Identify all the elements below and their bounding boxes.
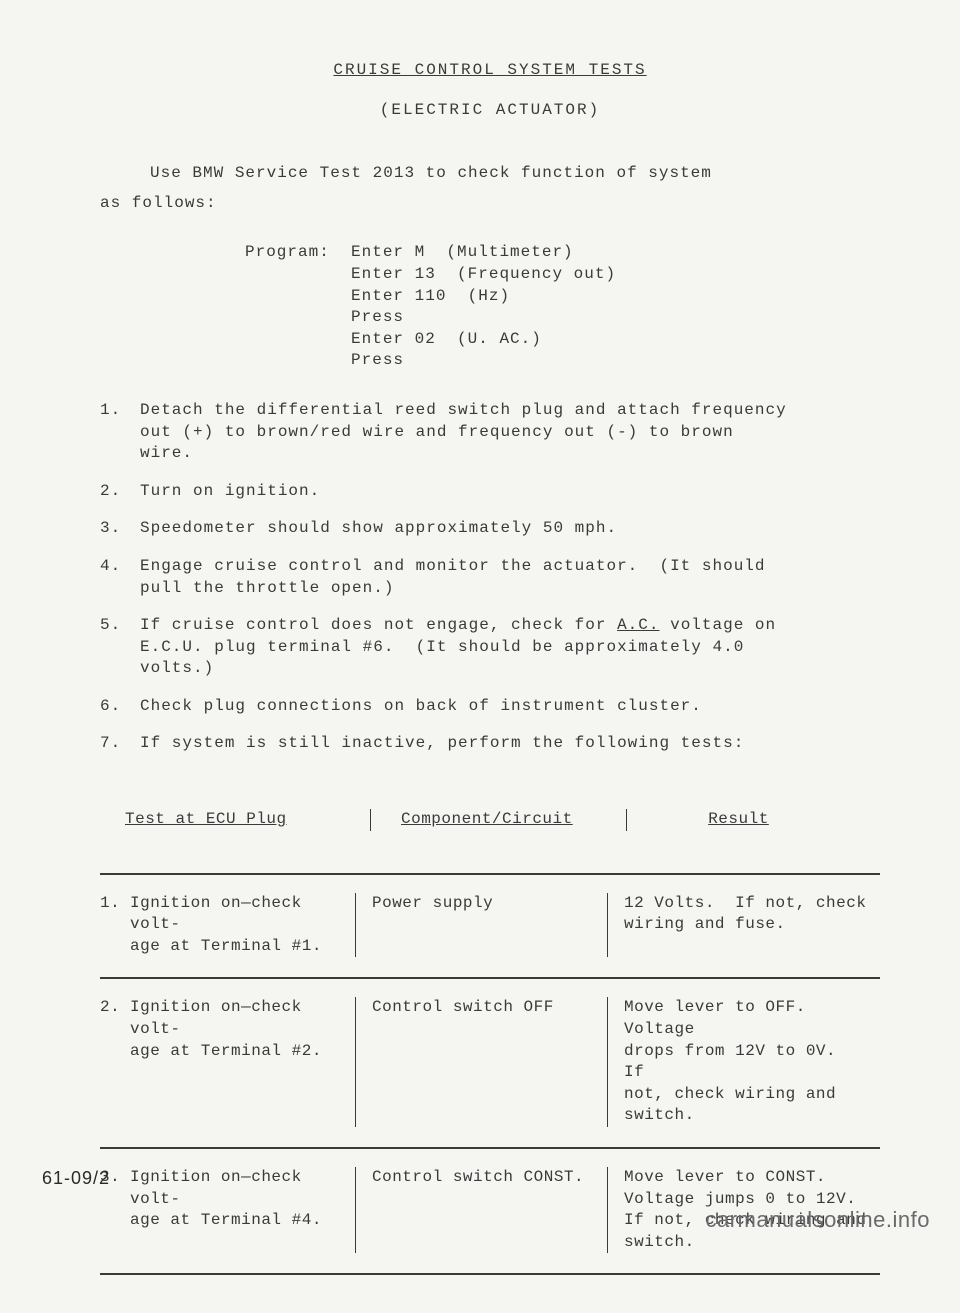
step-number: 6. [100,696,140,718]
row-result: Move lever to OFF. Voltage drops from 12… [608,997,880,1127]
table-header-result: Result [627,809,880,831]
row-result: 12 Volts. If not, check wiring and fuse. [608,893,880,958]
program-instructions: Program: Enter M (Multimeter) Enter 13 (… [100,242,880,372]
table-header-component: Component/Circuit [371,809,627,831]
step-number: 1. [100,400,140,465]
row-test: Ignition on—check volt- age at Terminal … [130,997,356,1127]
step-text: If cruise control does not engage, check… [140,615,880,680]
ac-underline: A.C. [617,616,659,634]
intro-line1: Use BMW Service Test 2013 to check funct… [100,163,880,185]
row-test: Ignition on—check volt- age at Terminal … [130,893,356,958]
page-subtitle: (ELECTRIC ACTUATOR) [100,100,880,122]
table-header-row: Test at ECU Plug Component/Circuit Resul… [100,809,880,875]
row-component: Control switch CONST. [356,1167,608,1253]
step-item: 6. Check plug connections on back of ins… [100,696,880,718]
table-header-test: Test at ECU Plug [100,809,371,831]
row-component: Power supply [356,893,608,958]
row-component: Control switch OFF [356,997,608,1127]
step-number: 4. [100,556,140,599]
step-number: 5. [100,615,140,680]
table-row: 1. Ignition on—check volt- age at Termin… [100,893,880,980]
steps-list: 1. Detach the differential reed switch p… [100,400,880,755]
watermark: carmanualsonline.info [705,1207,930,1233]
step-item: 4. Engage cruise control and monitor the… [100,556,880,599]
step-item: 5. If cruise control does not engage, ch… [100,615,880,680]
step-text: If system is still inactive, perform the… [140,733,880,755]
step-item: 1. Detach the differential reed switch p… [100,400,880,465]
step-item: 2. Turn on ignition. [100,481,880,503]
step-item: 7. If system is still inactive, perform … [100,733,880,755]
intro-block: Use BMW Service Test 2013 to check funct… [100,163,880,214]
step-text: Turn on ignition. [140,481,880,503]
step-number: 2. [100,481,140,503]
step-text: Speedometer should show approximately 50… [140,518,880,540]
page-number: 61-09/2 [42,1168,110,1189]
row-number: 2. [100,997,130,1127]
step-text: Engage cruise control and monitor the ac… [140,556,880,599]
step-item: 3. Speedometer should show approximately… [100,518,880,540]
step-number: 3. [100,518,140,540]
step-text: Check plug connections on back of instru… [140,696,880,718]
row-number: 1. [100,893,130,958]
page-title: CRUISE CONTROL SYSTEM TESTS [100,60,880,82]
table-row: 2. Ignition on—check volt- age at Termin… [100,997,880,1149]
step-number: 7. [100,733,140,755]
intro-line2: as follows: [100,193,880,215]
row-test: Ignition on—check volt- age at Terminal … [130,1167,356,1253]
ecu-test-table: Test at ECU Plug Component/Circuit Resul… [100,809,880,1275]
step-text: Detach the differential reed switch plug… [140,400,880,465]
